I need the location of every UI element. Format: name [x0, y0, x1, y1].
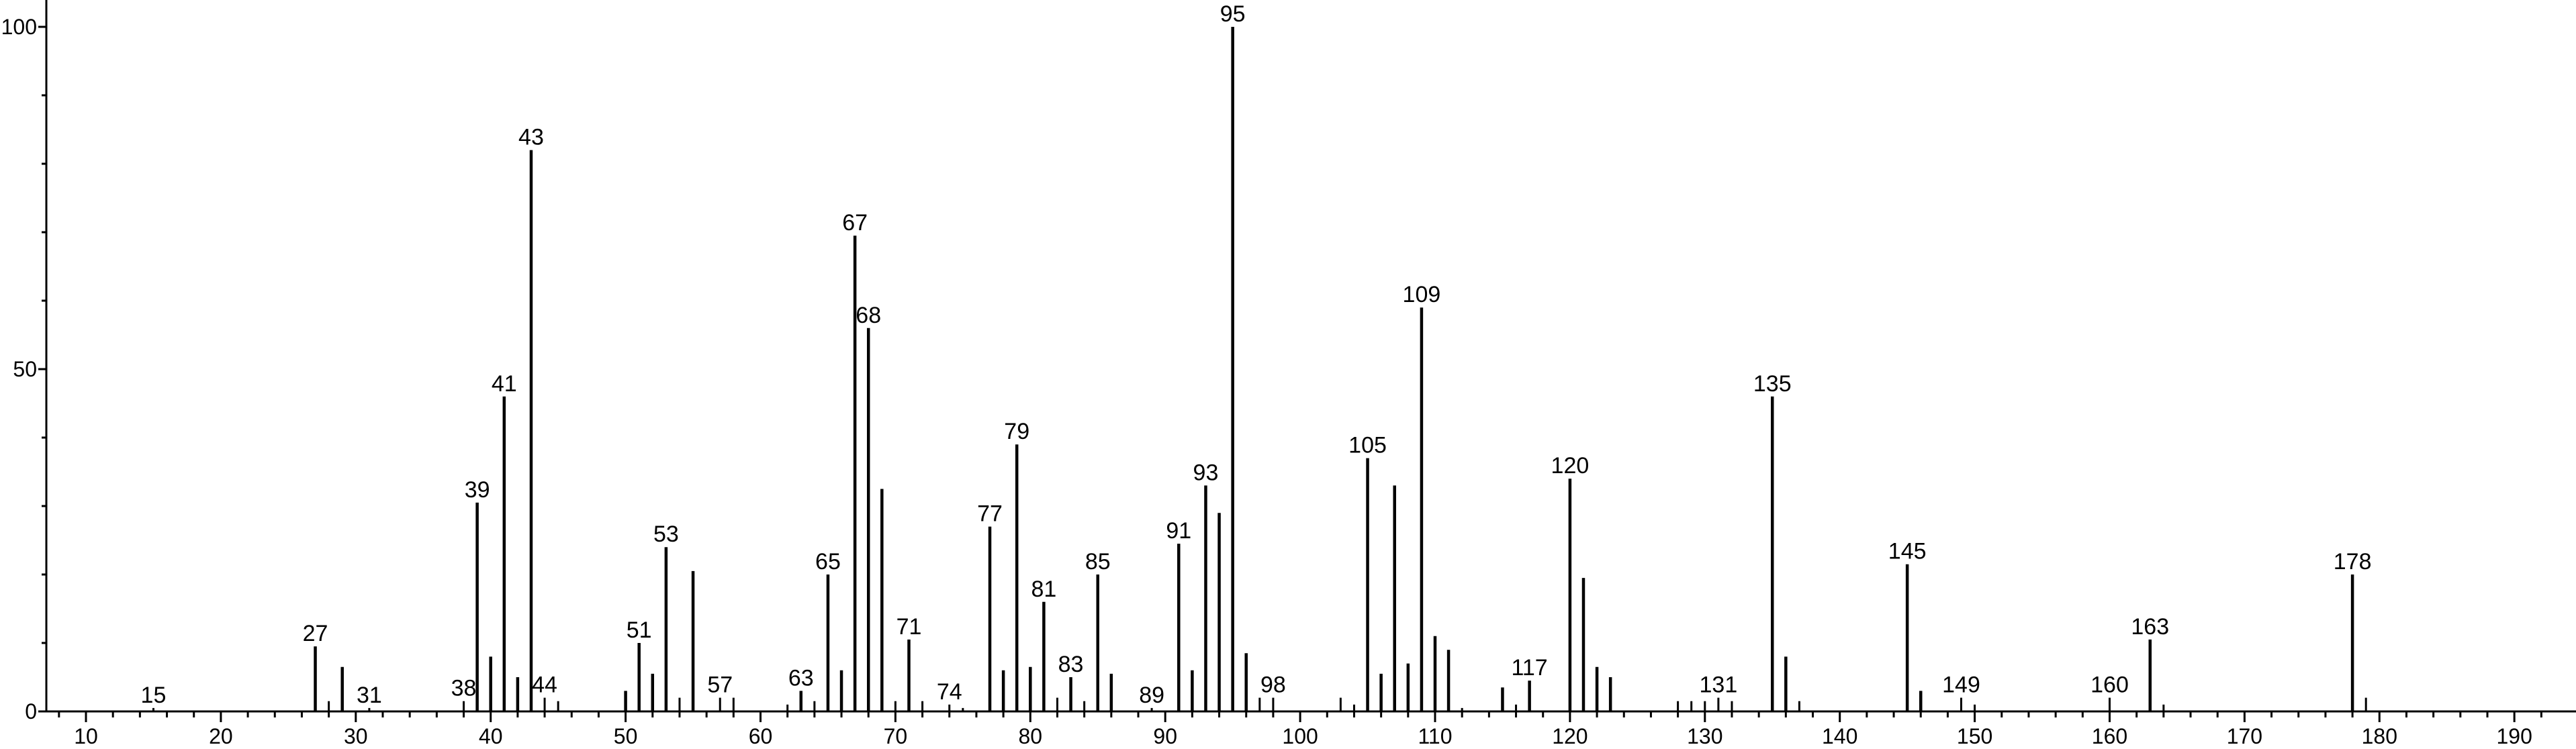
y-tick-label: 50 — [13, 357, 37, 381]
peak-bars — [152, 27, 2367, 711]
x-tick-label: 160 — [2092, 724, 2127, 748]
peak-label: 105 — [1348, 433, 1387, 458]
x-tick-label: 180 — [2362, 724, 2397, 748]
peak-label: 98 — [1260, 672, 1286, 698]
x-tick-label: 10 — [74, 724, 98, 748]
y-axis-ticks: 0 50 100 — [1, 15, 46, 723]
x-tick-label: 100 — [1282, 724, 1318, 748]
peak-label: 83 — [1058, 652, 1084, 677]
y-tick-label: 0 — [25, 699, 37, 723]
peak-label: 31 — [357, 683, 382, 708]
x-tick-label: 60 — [749, 724, 773, 748]
peak-label: 109 — [1403, 282, 1441, 307]
peak-label: 149 — [1942, 672, 1980, 698]
peak-label: 91 — [1166, 518, 1191, 544]
x-tick-label: 170 — [2227, 724, 2262, 748]
peak-label: 39 — [465, 477, 490, 503]
peak-label: 79 — [1004, 419, 1029, 444]
peak-label: 63 — [788, 665, 814, 691]
peak-label: 74 — [937, 679, 962, 705]
peak-label: 15 — [141, 683, 167, 708]
peak-label: 41 — [492, 371, 517, 397]
peak-label: 93 — [1193, 460, 1219, 485]
peak-label: 145 — [1888, 539, 1927, 564]
peak-label: 43 — [518, 125, 544, 150]
peak-labels: 15 27 31 38 39 41 43 44 51 53 57 63 65 67 68 71 74 77 79 81… — [141, 1, 2372, 708]
y-tick-label: 100 — [1, 15, 37, 39]
x-tick-label: 140 — [1822, 724, 1857, 748]
x-tick-label: 20 — [209, 724, 233, 748]
peak-label: 53 — [653, 521, 679, 547]
peak-label: 95 — [1220, 1, 1246, 27]
x-tick-label: 120 — [1552, 724, 1588, 748]
x-axis-ticks: 10 20 30 40 50 60 70 80 90 100 110 120 130 140 150 160 1… — [58, 711, 2542, 748]
x-tick-label: 190 — [2497, 724, 2532, 748]
x-tick-label: 40 — [479, 724, 503, 748]
x-tick-label: 110 — [1418, 724, 1452, 748]
peak-label: 89 — [1139, 683, 1164, 708]
peak-label: 163 — [2131, 614, 2169, 640]
peak-label: 117 — [1512, 655, 1548, 681]
peak-label: 160 — [2090, 672, 2129, 698]
x-tick-label: 50 — [614, 724, 638, 748]
peak-label: 131 — [1700, 672, 1738, 698]
peak-label: 67 — [842, 210, 868, 236]
peak-label: 77 — [977, 501, 1003, 527]
peak-label: 120 — [1551, 453, 1590, 479]
peak-label: 178 — [2334, 549, 2372, 575]
peak-label: 71 — [896, 614, 922, 640]
x-tick-label: 70 — [884, 724, 908, 748]
x-tick-label: 30 — [344, 724, 368, 748]
peak-label: 38 — [451, 676, 477, 701]
x-tick-label: 150 — [1957, 724, 1992, 748]
peak-label: 81 — [1031, 577, 1056, 602]
peak-label: 65 — [815, 549, 841, 575]
x-tick-label: 80 — [1019, 724, 1043, 748]
x-tick-label: 130 — [1687, 724, 1722, 748]
peak-label: 51 — [627, 617, 652, 643]
x-tick-label: 90 — [1153, 724, 1177, 748]
peak-label: 57 — [707, 672, 733, 698]
peak-label: 135 — [1753, 371, 1792, 397]
peak-label: 68 — [856, 303, 881, 328]
peak-label: 85 — [1085, 549, 1111, 575]
peak-label: 27 — [303, 621, 328, 646]
peak-label: 44 — [532, 672, 557, 698]
